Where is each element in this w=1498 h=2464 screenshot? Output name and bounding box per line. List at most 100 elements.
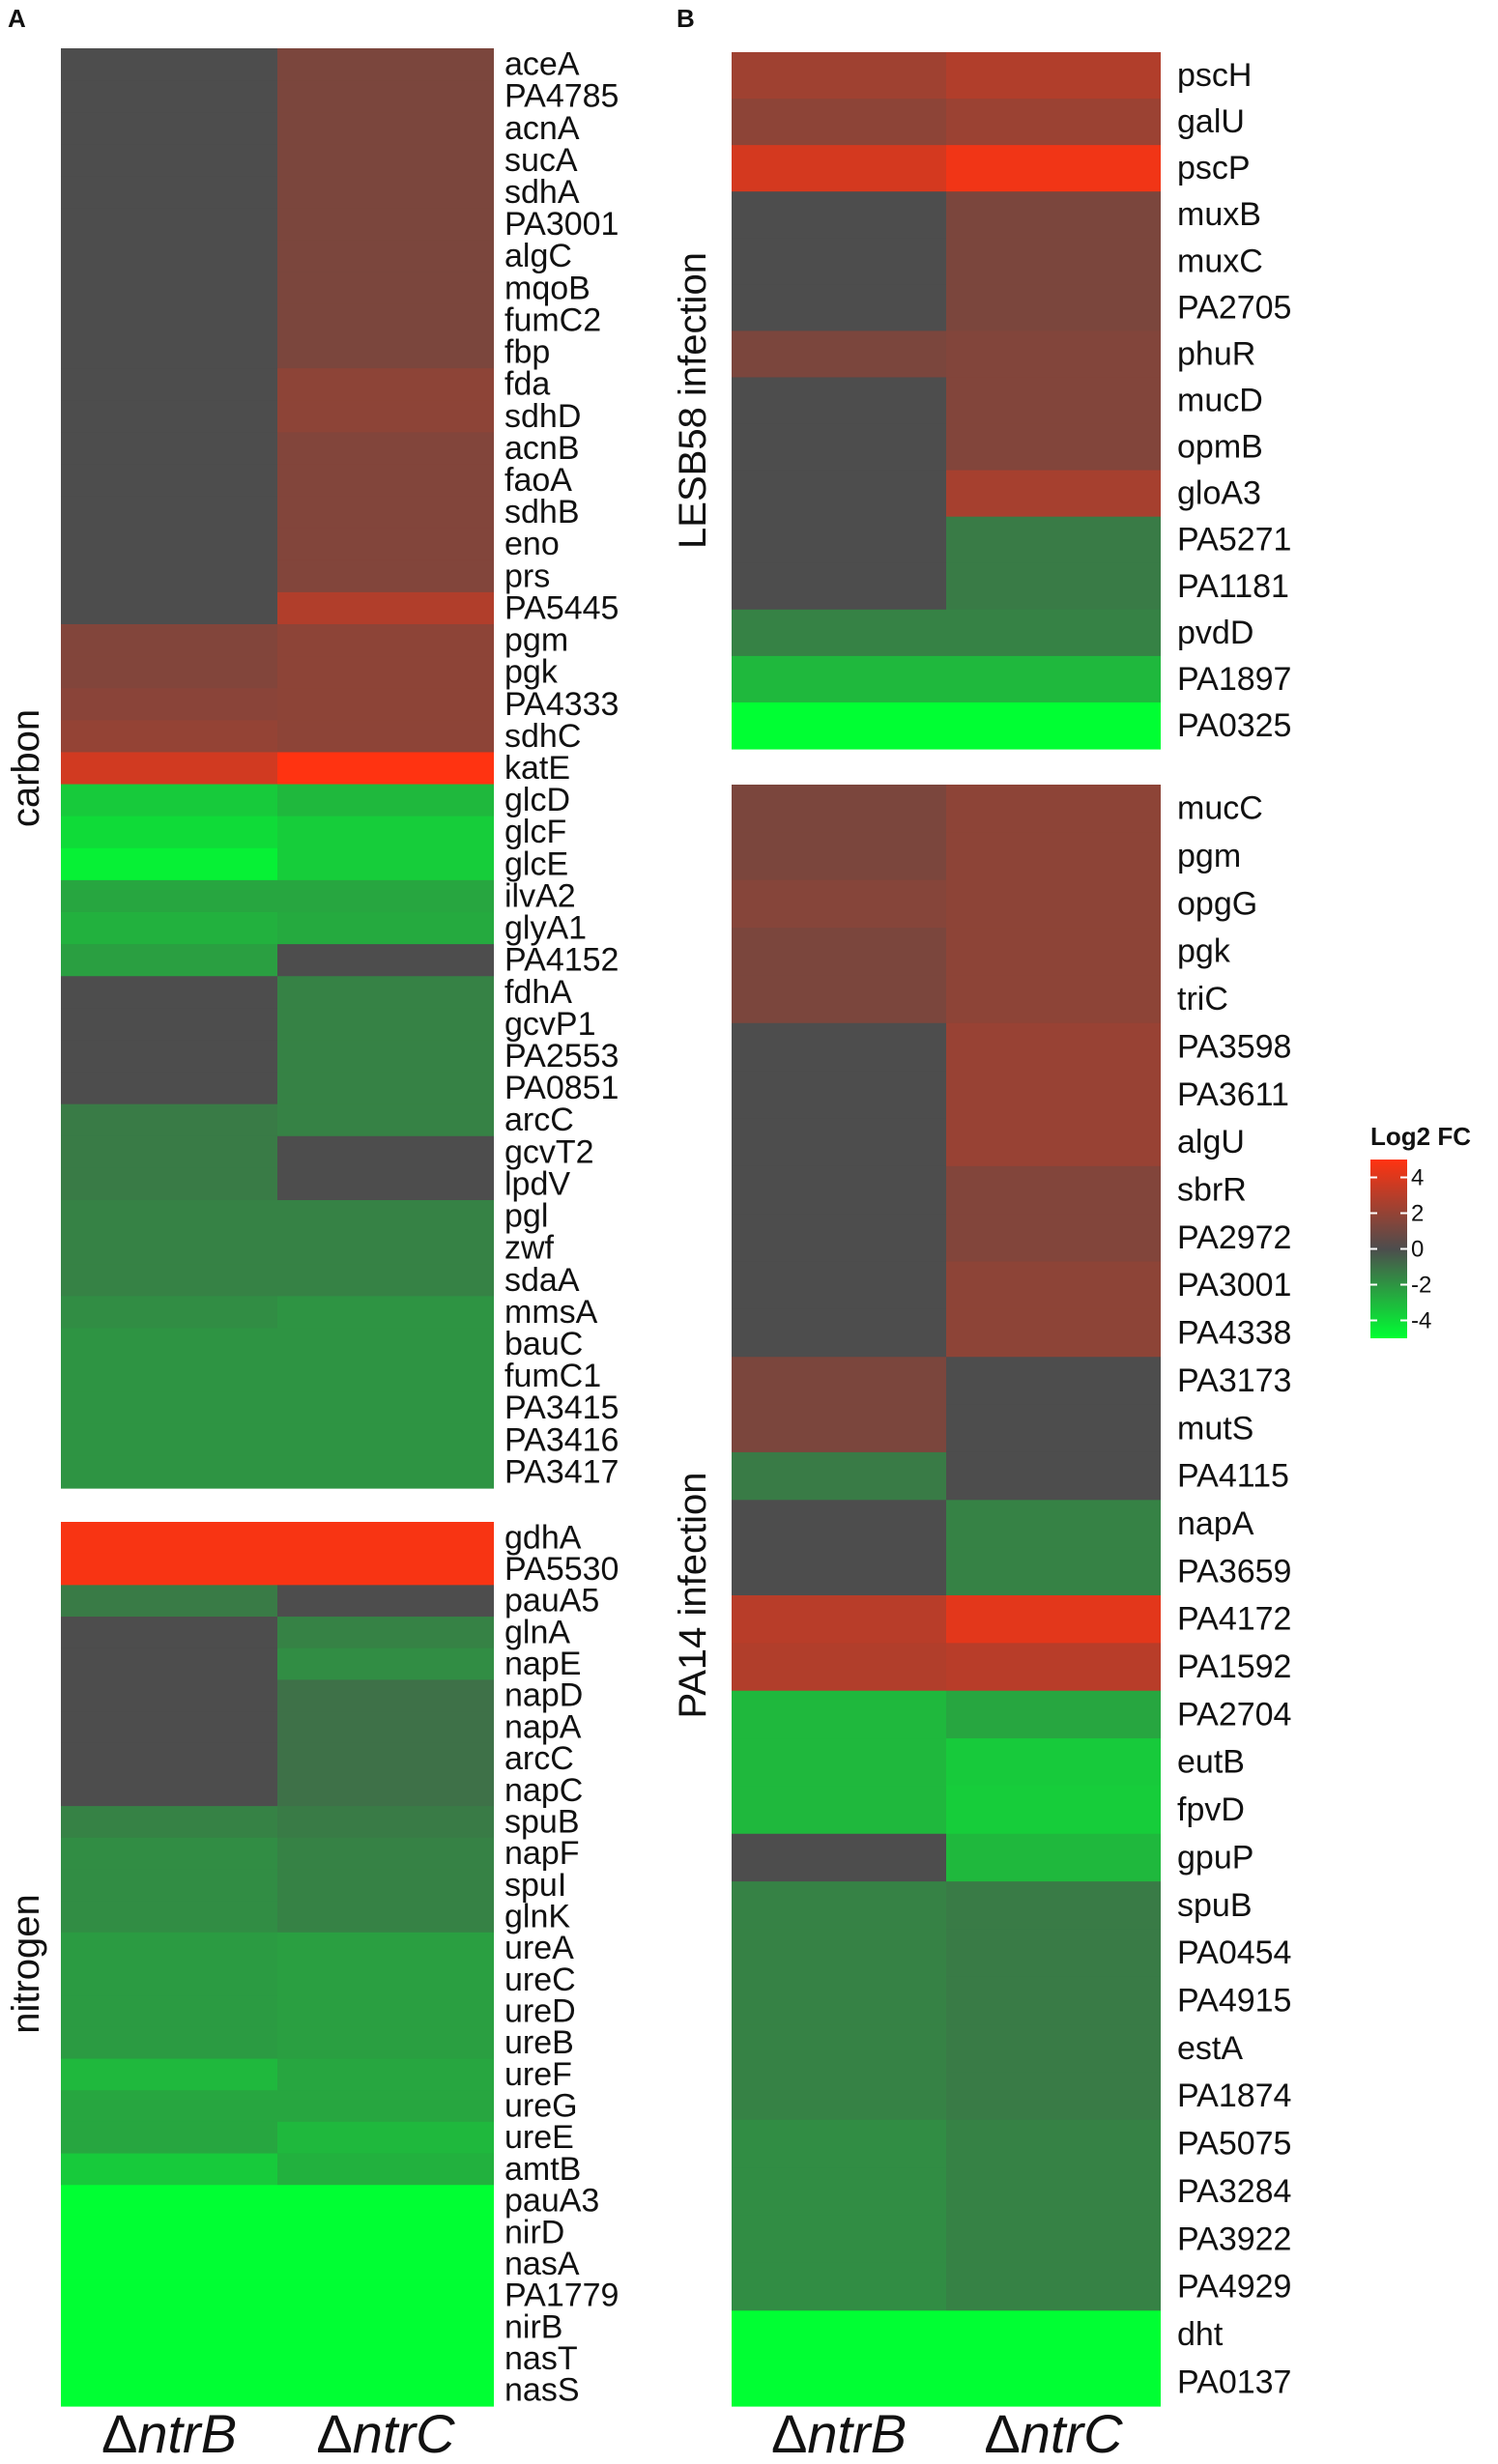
heatmap-cell [946, 423, 1161, 472]
heatmap-cell [732, 562, 946, 611]
gene-label: sucA [504, 142, 578, 179]
gene-label: triC [1177, 981, 1228, 1017]
gene-label: PA5530 [504, 1551, 619, 1588]
heatmap-cell [61, 2279, 277, 2312]
heatmap-cell [61, 944, 277, 977]
gene-label: pgm [1177, 838, 1241, 874]
gene-label: prs [504, 558, 550, 594]
heatmap-cell [61, 1232, 277, 1265]
heatmap-cell [277, 1679, 494, 1712]
heatmap-cell [61, 48, 277, 81]
gene-label: mmsA [504, 1294, 598, 1331]
heatmap-cell [732, 2262, 946, 2311]
heatmap-cell [732, 609, 946, 657]
heatmap-cell [277, 1869, 494, 1902]
heatmap-cell [277, 1008, 494, 1042]
heatmap-cell [61, 1296, 277, 1330]
heatmap-cell [732, 702, 946, 750]
heatmap-cell [61, 496, 277, 530]
heatmap-cell [277, 2374, 494, 2407]
heatmap-cell [732, 238, 946, 285]
heatmap-cell [946, 1595, 1161, 1644]
gene-label: PA1181 [1177, 568, 1289, 605]
heatmap-cell [277, 400, 494, 433]
heatmap-cell [277, 752, 494, 786]
gene-label: napA [504, 1708, 582, 1745]
heatmap-cell [277, 1995, 494, 2028]
heatmap-cell [277, 2090, 494, 2123]
gene-label: sdhD [504, 398, 581, 435]
heatmap-cell [61, 112, 277, 145]
gene-label: PA3001 [1177, 1267, 1291, 1304]
gene-label: lpdV [504, 1165, 570, 1202]
gene-label: spuB [1177, 1887, 1253, 1924]
gene-label: PA3416 [504, 1421, 619, 1458]
heatmap-cell [277, 1360, 494, 1393]
gene-label: PA4785 [504, 78, 619, 115]
heatmap-cell [732, 1547, 946, 1596]
heatmap-cell [61, 976, 277, 1009]
legend-tick-label: 4 [1411, 1165, 1424, 1191]
heatmap-cell [732, 2072, 946, 2121]
gene-label: mutS [1177, 1410, 1253, 1447]
heatmap-cell [61, 2185, 277, 2218]
heatmap-cell [946, 516, 1161, 564]
heatmap-cell [732, 1690, 946, 1739]
heatmap-cell [61, 1679, 277, 1712]
heatmap-cell [277, 816, 494, 849]
heatmap-cell [61, 432, 277, 466]
heatmap-cell [946, 1404, 1161, 1453]
heatmap-cell [732, 423, 946, 472]
heatmap-cell [946, 145, 1161, 192]
heatmap-cell [61, 1040, 277, 1074]
heatmap-cell [277, 784, 494, 817]
heatmap-cell [277, 1040, 494, 1074]
heatmap-cell [946, 655, 1161, 703]
gene-label: algC [504, 238, 572, 274]
gene-label: PA3611 [1177, 1076, 1289, 1113]
heatmap-cell [946, 1118, 1161, 1167]
heatmap-cell [946, 1881, 1161, 1931]
gene-label: PA3417 [504, 1453, 619, 1490]
gene-label: PA4115 [1177, 1458, 1289, 1495]
heatmap-cell [277, 944, 494, 977]
heatmap-cell [61, 1963, 277, 1996]
group-pa14-infection: mucC pgm opgG pgk triC PA3598 PA3611 algU sbrR PA… [672, 785, 1291, 2407]
gene-label: fdhA [504, 974, 572, 1011]
gene-label: PA5075 [1177, 2126, 1291, 2163]
heatmap-cell [732, 2167, 946, 2217]
heatmap-cell [277, 80, 494, 113]
heatmap-cell [277, 624, 494, 657]
heatmap-cell [946, 879, 1161, 929]
gene-label: mucC [1177, 790, 1263, 827]
heatmap-cell [946, 330, 1161, 379]
heatmap-cell [946, 2024, 1161, 2074]
heatmap-cell [732, 1404, 946, 1453]
heatmap-cell [732, 1071, 946, 1120]
heatmap-cell [277, 1932, 494, 1965]
gene-label: pgk [504, 654, 559, 691]
heatmap-cell [277, 1103, 494, 1137]
heatmap-cell [61, 1647, 277, 1680]
heatmap-cell [946, 785, 1161, 833]
heatmap-cell [61, 2216, 277, 2249]
gene-label: napC [504, 1772, 583, 1809]
heatmap-cell [277, 1072, 494, 1105]
legend-tick-label: -2 [1411, 1273, 1431, 1299]
heatmap-cell [61, 591, 277, 625]
gene-label: PA0325 [1177, 707, 1291, 744]
gene-label: PA3284 [1177, 2173, 1291, 2210]
gene-label: glcF [504, 814, 566, 850]
gene-label: glyA1 [504, 910, 587, 947]
gene-label: pvdD [1177, 615, 1253, 651]
heatmap-cell [61, 1553, 277, 1586]
gene-label: PA4929 [1177, 2269, 1291, 2306]
heatmap-cell [61, 1774, 277, 1807]
heatmap-cell [61, 2342, 277, 2375]
panel-letter: A [8, 4, 26, 33]
heatmap-cell [61, 1711, 277, 1744]
heatmap-cell [61, 1455, 277, 1489]
group-lesb58-infection: pscH galU pscP muxB muxC PA2705 phuR mucD opmB gl… [672, 52, 1291, 750]
heatmap-cell [277, 303, 494, 337]
